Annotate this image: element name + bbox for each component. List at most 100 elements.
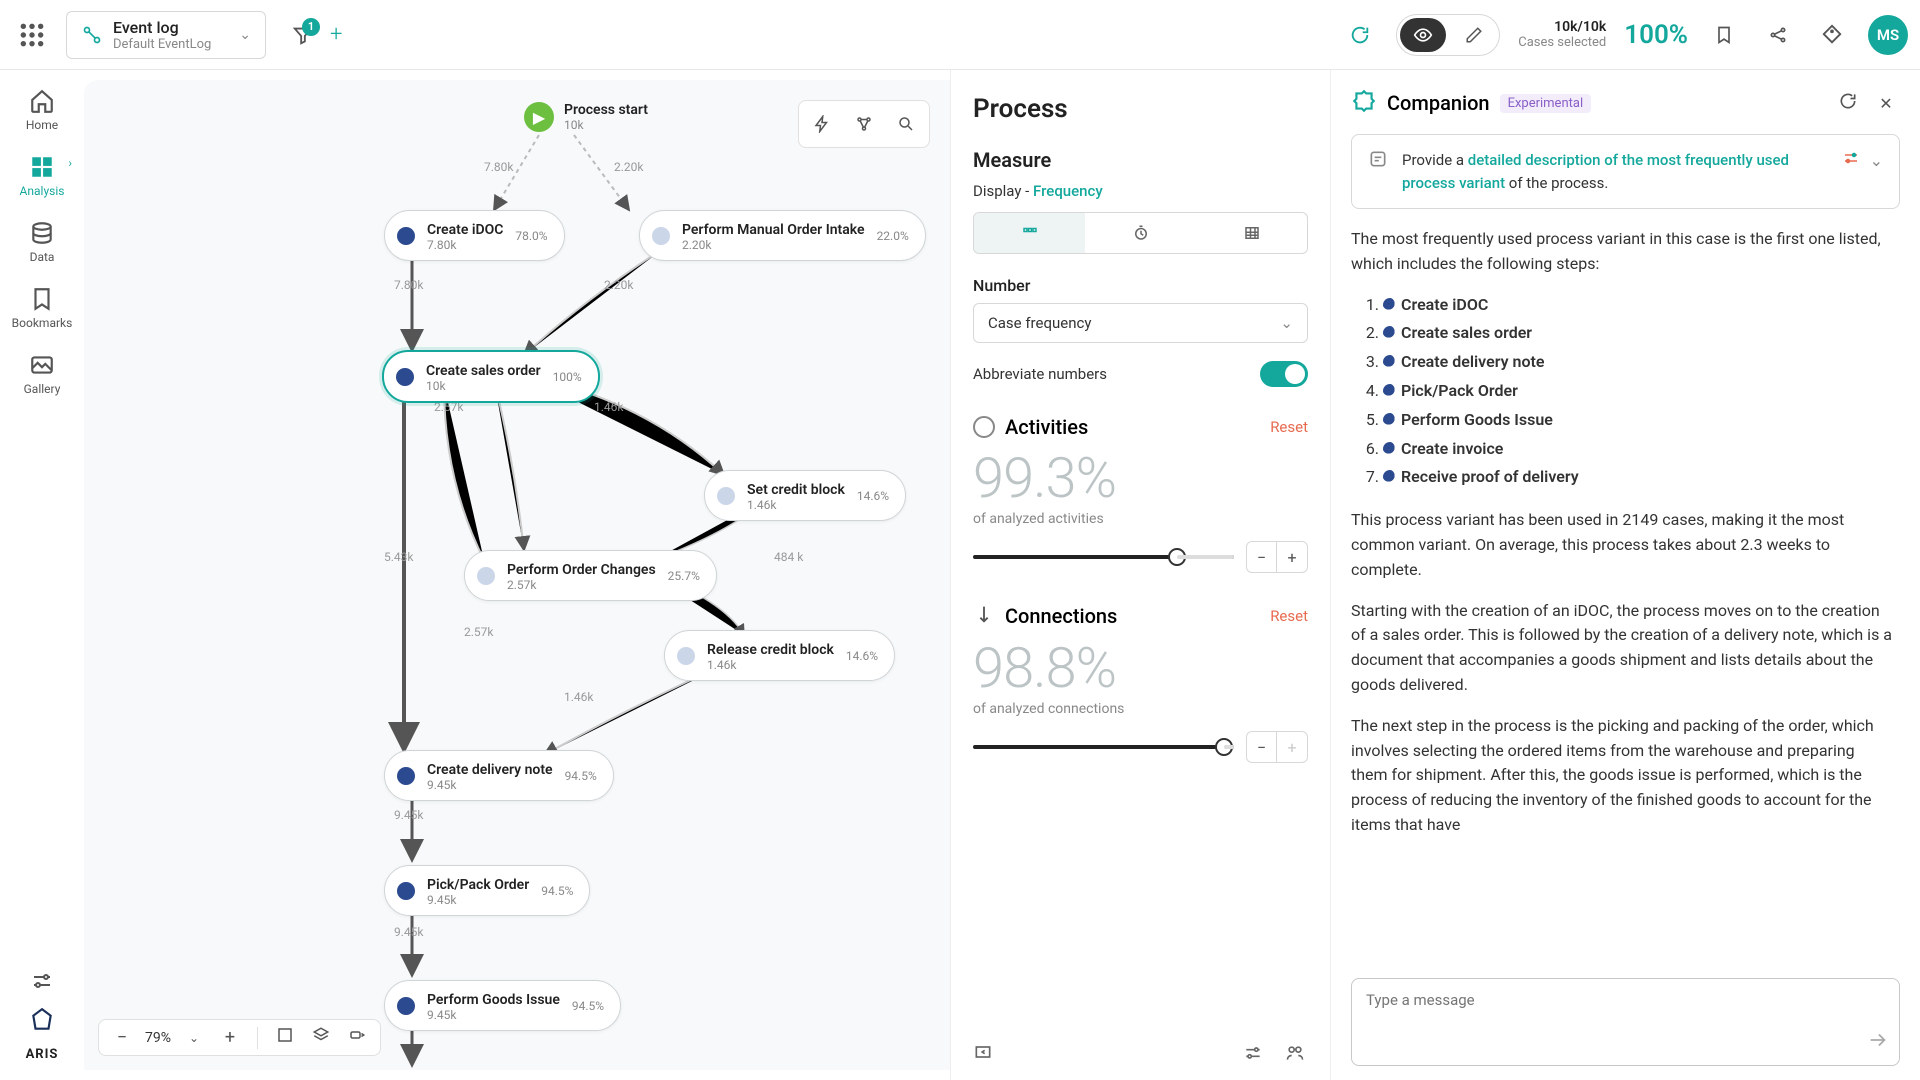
main-area: ▶ Process start 10k 7.80k 2.20k 7.80k 2.… [84,70,1920,1080]
node-label: Create delivery note [427,762,553,778]
eventlog-title: Event log [113,18,229,37]
node-manual-order-intake[interactable]: Perform Manual Order Intake2.20k 22.0% [639,210,926,261]
edge-label: 1.46k [564,690,593,704]
display-seg-frequency-icon[interactable] [974,213,1085,253]
activities-slider[interactable] [973,555,1234,559]
filter-button[interactable]: 1 [284,16,322,54]
connections-plus-button[interactable]: + [1277,732,1307,762]
nav-bookmarks[interactable]: Bookmarks [8,278,76,338]
edge-label: 9.45k [394,925,423,939]
node-perform-order-changes[interactable]: Perform Order Changes2.57k 25.7% [464,550,717,601]
activities-subtext: of analyzed activities [973,511,1308,527]
prompt-card[interactable]: Provide a detailed description of the mo… [1351,134,1900,209]
activities-plus-button[interactable]: + [1277,542,1307,572]
play-icon: ▶ [524,102,554,132]
node-pick-pack-order[interactable]: Pick/Pack Order9.45k 94.5% [384,865,590,916]
aris-logo-icon [29,1007,55,1037]
reset-layout-icon[interactable] [344,1026,370,1049]
activities-reset-button[interactable]: Reset [1270,418,1308,436]
apps-grid-icon[interactable] [12,15,52,55]
panel-collapse-icon[interactable] [973,1042,993,1066]
zoom-in-button[interactable]: + [217,1027,243,1048]
display-seg-table-icon[interactable] [1196,213,1307,253]
layers-icon[interactable] [308,1026,334,1049]
prompt-expand-icon[interactable]: ⌄ [1870,151,1883,170]
node-pct: 25.7% [668,569,700,583]
bookmark-icon[interactable] [1706,17,1742,53]
connections-slider[interactable] [973,745,1234,749]
node-count: 2.20k [682,238,865,252]
process-canvas[interactable]: ▶ Process start 10k 7.80k 2.20k 7.80k 2.… [84,80,950,1070]
view-mode-eye-icon[interactable] [1400,18,1446,52]
node-create-sales-order[interactable]: Create sales order10k 100% [382,350,600,403]
node-count: 9.45k [427,1008,560,1022]
cases-percent: 100% [1624,20,1688,50]
activities-title: Activities [1005,415,1088,439]
display-seg-time-icon[interactable] [1085,213,1196,253]
view-mode-toggle[interactable] [1396,14,1500,56]
panel-people-icon[interactable] [1282,1040,1308,1066]
node-release-credit-block[interactable]: Release credit block1.46k 14.6% [664,630,895,681]
eventlog-subtitle: Default EventLog [113,37,229,52]
close-icon[interactable]: ✕ [1872,94,1900,113]
message-input[interactable] [1352,979,1899,1065]
connections-reset-button[interactable]: Reset [1270,607,1308,625]
add-filter-button[interactable]: + [330,22,342,47]
chevron-down-icon: ⌄ [239,27,251,43]
tag-icon[interactable] [1814,17,1850,53]
response-intro: The most frequently used process variant… [1351,227,1894,277]
cases-selected: 10k/10k Cases selected [1518,19,1606,50]
event-log-selector[interactable]: Event log Default EventLog ⌄ [66,11,266,59]
response-para: This process variant has been used in 21… [1351,508,1894,582]
node-label: Release credit block [707,642,834,658]
number-select[interactable]: Case frequency ⌄ [973,303,1308,343]
nav-analysis[interactable]: › Analysis [8,146,76,206]
step-label: Create iDOC [1401,295,1488,314]
zoom-chevron-icon[interactable]: ⌄ [181,1031,207,1045]
nav-home[interactable]: Home [8,80,76,140]
chevron-right-icon: › [68,156,72,170]
cases-label: Cases selected [1518,35,1606,50]
send-icon[interactable] [1867,1029,1889,1055]
nav-settings[interactable] [8,961,76,1001]
graph-icon[interactable] [847,107,881,141]
nav-gallery[interactable]: Gallery [8,344,76,404]
prompt-settings-icon[interactable] [1842,149,1860,171]
number-value: Case frequency [988,314,1091,332]
message-input-box [1351,978,1900,1066]
companion-title: Companion [1387,91,1490,115]
aris-brand: ARIS [26,1047,59,1062]
step-icon [1383,442,1397,456]
node-pct: 14.6% [857,489,889,503]
share-icon[interactable] [1760,17,1796,53]
lightning-icon[interactable] [805,107,839,141]
refresh-icon[interactable] [1342,17,1378,53]
step-icon [1383,355,1397,369]
panel-sliders-icon[interactable] [1240,1040,1266,1066]
connections-minus-button[interactable]: − [1247,732,1277,762]
node-set-credit-block[interactable]: Set credit block1.46k 14.6% [704,470,906,521]
node-label: Perform Manual Order Intake [682,222,865,238]
node-count: 1.46k [747,498,845,512]
node-perform-goods-issue[interactable]: Perform Goods Issue9.45k 94.5% [384,980,621,1031]
step-label: Receive proof of delivery [1401,467,1579,486]
view-mode-edit-icon[interactable] [1449,15,1499,55]
node-dot-icon [397,882,415,900]
node-create-idoc[interactable]: Create iDOC7.80k 78.0% [384,210,565,261]
user-avatar[interactable]: MS [1868,15,1908,55]
search-node-icon[interactable] [889,107,923,141]
refresh-chat-icon[interactable] [1834,91,1862,115]
zoom-value: 79% [145,1030,171,1046]
zoom-out-button[interactable]: − [109,1027,135,1048]
fit-screen-icon[interactable] [272,1026,298,1049]
node-create-delivery-note[interactable]: Create delivery note9.45k 94.5% [384,750,614,801]
activities-minus-button[interactable]: − [1247,542,1277,572]
connections-icon [973,603,995,629]
node-process-start[interactable]: ▶ Process start 10k [524,102,648,132]
response-para: Starting with the creation of an iDOC, t… [1351,599,1894,698]
nav-data[interactable]: Data [8,212,76,272]
node-label: Set credit block [747,482,845,498]
abbrev-toggle[interactable] [1260,361,1308,387]
node-dot-icon [397,997,415,1015]
companion-panel: Companion Experimental ✕ Provide a detai… [1330,70,1920,1080]
